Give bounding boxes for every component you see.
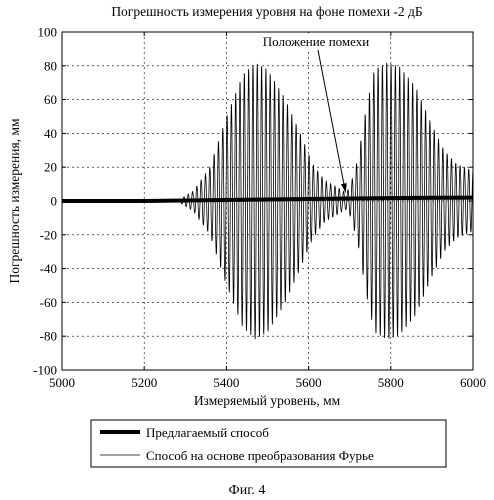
x-tick-label: 6000 [460, 375, 486, 390]
y-tick-label: -40 [40, 261, 57, 276]
y-tick-label: 80 [44, 58, 57, 73]
x-tick-label: 5800 [378, 375, 404, 390]
x-axis-label: Измеряемый уровень, мм [194, 393, 341, 408]
legend: Предлагаемый способ Способ на основе пре… [91, 420, 446, 467]
y-tick-label: -100 [33, 363, 57, 378]
y-tick-label: -80 [40, 329, 57, 344]
figure-caption: Фиг. 4 [229, 483, 266, 498]
x-tick-label: 5200 [131, 375, 157, 390]
y-tick-label: 0 [51, 194, 58, 209]
y-tick-label: 60 [44, 92, 57, 107]
annotation-arrow [318, 50, 346, 193]
y-tick-label: -20 [40, 227, 57, 242]
x-tick-label: 5400 [213, 375, 239, 390]
annotation-label: Положение помехи [263, 34, 369, 49]
y-axis-label: Погрешность измерения, мм [7, 118, 22, 284]
chart-title: Погрешность измерения уровня на фоне пом… [111, 4, 422, 19]
legend-label-fourier: Способ на основе преобразования Фурье [146, 448, 374, 463]
y-tick-label: -60 [40, 295, 57, 310]
x-tick-label: 5600 [296, 375, 322, 390]
legend-label-proposed: Предлагаемый способ [146, 425, 269, 440]
y-tick-label: 40 [44, 126, 57, 141]
y-tick-label: 100 [38, 25, 58, 40]
y-tick-label: 20 [44, 160, 57, 175]
